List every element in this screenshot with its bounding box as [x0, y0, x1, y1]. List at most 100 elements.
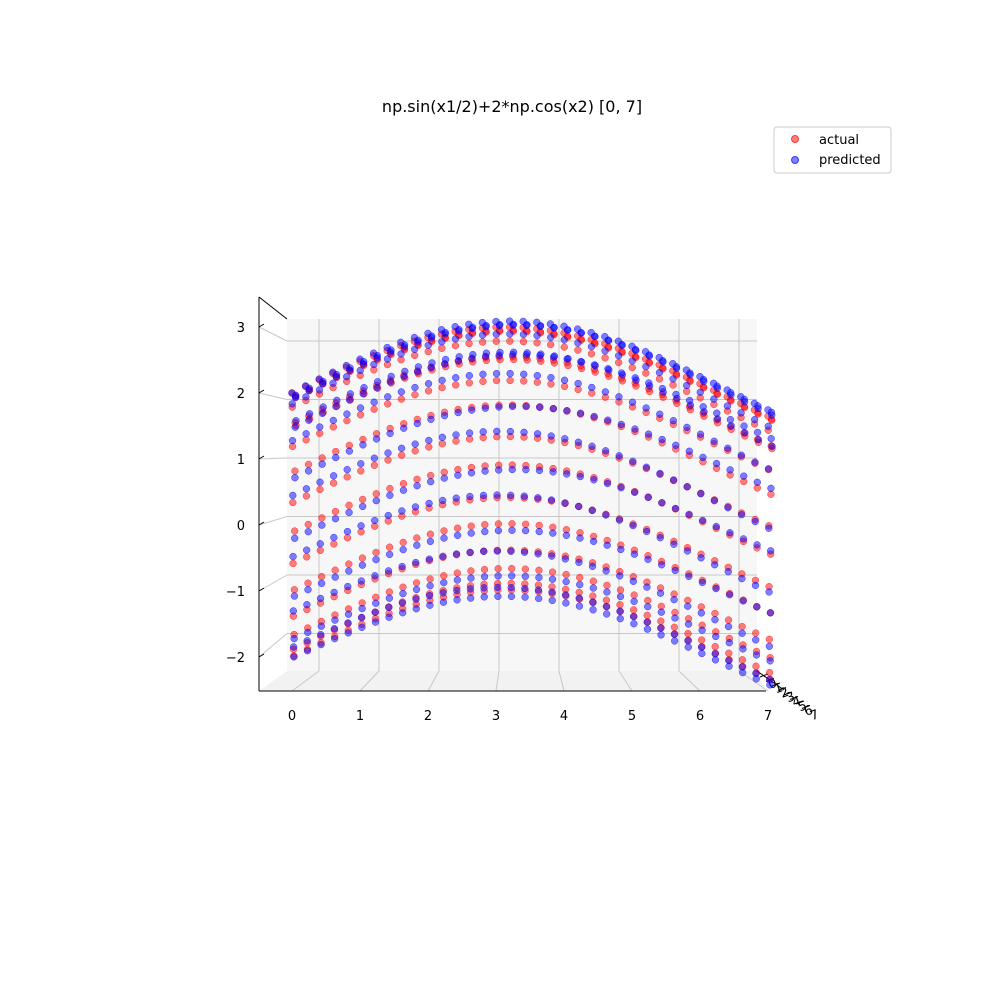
predicted-point [508, 526, 516, 534]
actual-point [560, 343, 568, 351]
predicted-point [441, 328, 449, 337]
predicted-point [534, 586, 543, 594]
predicted-point [602, 567, 610, 575]
predicted-point [754, 404, 762, 413]
actual-point [670, 623, 679, 631]
predicted-point [575, 602, 584, 610]
predicted-point [712, 522, 720, 531]
actual-point [479, 338, 487, 346]
predicted-point [329, 416, 337, 425]
predicted-point [587, 343, 596, 351]
actual-point [508, 520, 516, 528]
grid-line-side [258, 516, 288, 526]
predicted-point [399, 486, 408, 494]
actual-point [385, 588, 393, 596]
predicted-point [564, 326, 572, 334]
predicted-point [631, 488, 639, 497]
actual-point [399, 538, 407, 547]
predicted-point [696, 430, 705, 438]
predicted-point [496, 320, 504, 329]
predicted-point [700, 377, 708, 386]
series-predicted [288, 317, 776, 689]
actual-point [302, 436, 310, 444]
predicted-point [764, 422, 772, 430]
predicted-point [575, 594, 583, 602]
predicted-point [697, 609, 705, 617]
predicted-point [482, 321, 490, 330]
predicted-point [344, 582, 352, 591]
predicted-point [359, 502, 367, 511]
predicted-point [319, 377, 327, 386]
predicted-point [399, 609, 407, 617]
actual-point [290, 586, 299, 594]
predicted-point [548, 596, 556, 605]
predicted-point [383, 355, 392, 363]
predicted-point [549, 468, 557, 476]
predicted-point [560, 376, 569, 384]
predicted-point [413, 541, 421, 549]
predicted-point [356, 366, 364, 375]
actual-point [550, 359, 559, 367]
predicted-point [332, 402, 340, 411]
predicted-point [589, 598, 597, 606]
z-tick-mark [258, 521, 265, 526]
actual-point [370, 461, 379, 469]
predicted-point [400, 424, 408, 432]
grid-line-floor [495, 670, 500, 692]
predicted-point [685, 447, 693, 455]
predicted-point [397, 350, 405, 358]
predicted-point [547, 432, 555, 440]
predicted-point [439, 598, 448, 606]
predicted-point [397, 388, 405, 396]
predicted-point [669, 417, 677, 425]
predicted-point [536, 403, 544, 411]
predicted-point [628, 398, 637, 406]
actual-point [397, 451, 406, 459]
predicted-point [739, 668, 747, 677]
predicted-point [330, 588, 338, 597]
predicted-point [698, 626, 706, 634]
predicted-point [657, 624, 665, 632]
predicted-point [740, 398, 749, 406]
predicted-point [724, 622, 733, 631]
predicted-point [372, 435, 381, 443]
predicted-point [292, 417, 300, 425]
actual-point [603, 581, 611, 589]
actual-point [413, 475, 421, 483]
predicted-point [424, 341, 432, 349]
predicted-point [711, 656, 720, 664]
predicted-point [533, 430, 542, 438]
actual-point [453, 524, 462, 532]
predicted-point [753, 428, 762, 437]
predicted-point [766, 657, 774, 665]
actual-point [533, 339, 541, 347]
predicted-point [644, 555, 652, 563]
actual-point [655, 375, 664, 383]
predicted-point [603, 588, 611, 596]
predicted-point [370, 454, 379, 462]
predicted-point [549, 405, 557, 413]
actual-point [440, 527, 448, 535]
predicted-point [696, 388, 704, 396]
z-axis-ticks: 3 2 1 0 −1 −2 [226, 321, 265, 666]
actual-point [438, 440, 447, 448]
depth-edge-line [258, 296, 288, 320]
actual-point [479, 377, 487, 386]
actual-point [356, 411, 365, 419]
predicted-point [523, 321, 531, 329]
predicted-point [547, 373, 555, 382]
actual-point [370, 405, 378, 413]
legend-frame [773, 126, 892, 174]
predicted-point [548, 575, 557, 583]
predicted-point [370, 398, 378, 406]
predicted-point [411, 503, 420, 511]
predicted-point [588, 383, 596, 392]
predicted-point [521, 584, 529, 593]
predicted-point [550, 352, 559, 360]
predicted-point [467, 574, 475, 582]
predicted-point [522, 466, 530, 474]
actual-point [684, 629, 692, 638]
predicted-point [765, 524, 773, 532]
predicted-point [644, 493, 652, 502]
grid-line-floor [618, 670, 633, 692]
